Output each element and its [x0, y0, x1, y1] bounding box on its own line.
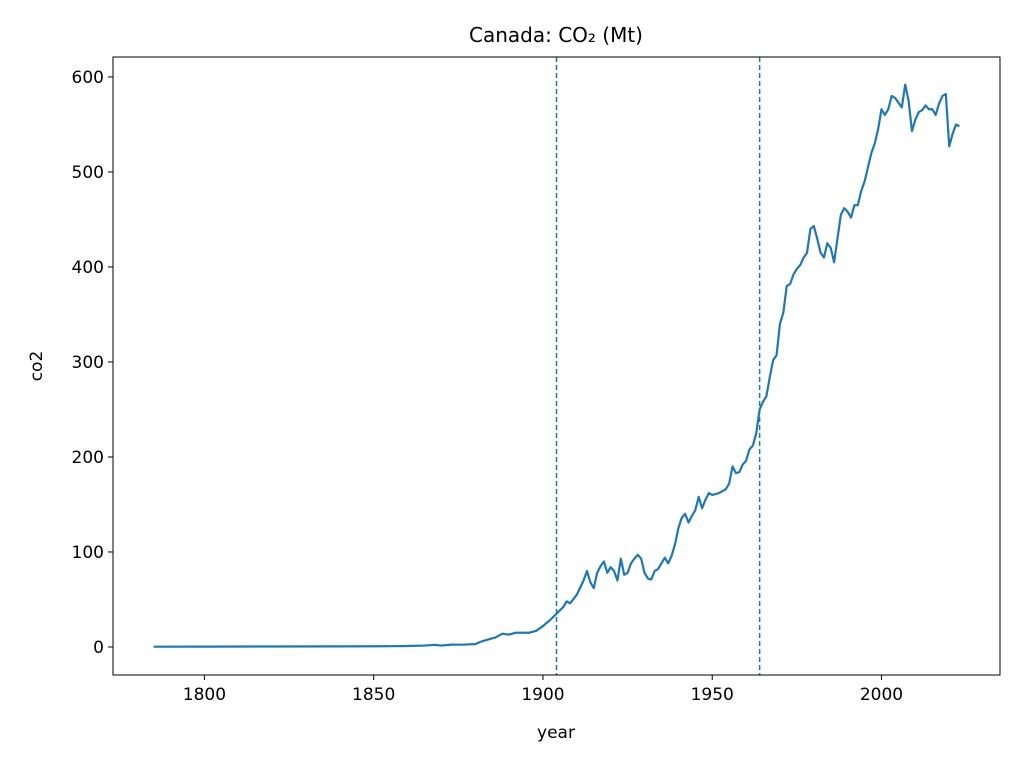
y-tick-label: 400: [72, 258, 104, 278]
y-axis-label: co2: [27, 351, 47, 382]
x-tick-label: 2000: [860, 685, 903, 705]
x-tick-label: 1900: [521, 685, 564, 705]
y-tick-label: 500: [72, 163, 104, 183]
x-axis-label: year: [537, 723, 575, 743]
chart-title: Canada: CO₂ (Mt): [469, 23, 643, 47]
y-tick-label: 300: [72, 353, 104, 373]
y-tick-label: 200: [72, 448, 104, 468]
data-line: [153, 83, 960, 648]
x-tick-label: 1950: [691, 685, 734, 705]
x-tick-label: 1800: [183, 685, 226, 705]
y-tick-label: 600: [72, 68, 104, 88]
y-tick-label: 100: [72, 543, 104, 563]
y-tick-label: 0: [93, 638, 104, 658]
plot-frame: [112, 56, 1001, 676]
x-tick-label: 1850: [352, 685, 395, 705]
